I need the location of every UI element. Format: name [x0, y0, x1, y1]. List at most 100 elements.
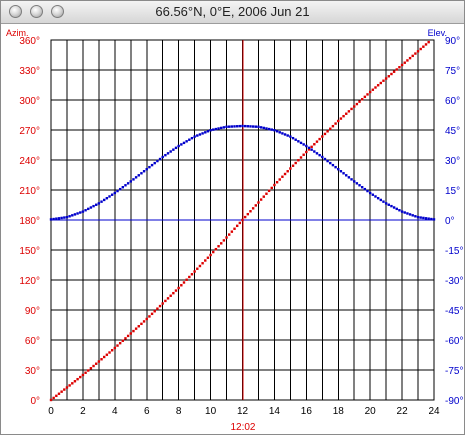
elevation-point [278, 131, 281, 134]
azimuth-point [132, 329, 135, 333]
elevation-point [124, 184, 127, 187]
title-bar[interactable]: 66.56°N, 0°E, 2006 Jun 21 [1, 1, 464, 24]
elevation-point [92, 204, 95, 208]
elevation-point [283, 133, 287, 136]
azimuth-point [387, 75, 390, 78]
elevation-point [222, 126, 226, 129]
elevation-point [416, 216, 420, 219]
elevation-point [392, 206, 396, 209]
elevation-point [275, 130, 279, 133]
elevation-point [177, 144, 180, 148]
azimuth-point [278, 178, 281, 181]
azimuth-point [124, 337, 127, 340]
azimuth-point [95, 362, 98, 365]
elevation-point [241, 124, 244, 128]
elevation-point [142, 170, 146, 173]
azimuth-point [267, 189, 271, 193]
azimuth-point [102, 355, 106, 359]
elevation-point [251, 125, 255, 128]
close-button-icon[interactable] [9, 5, 22, 18]
elevation-point [419, 216, 422, 219]
azimuth-point [273, 183, 276, 187]
azimuth-point [166, 297, 170, 300]
elevation-point [180, 143, 183, 146]
elevation-tick-label: -45° [445, 306, 463, 317]
elevation-point [220, 126, 223, 130]
azimuth-point [60, 390, 63, 393]
azimuth-point [392, 70, 396, 73]
azimuth-point [358, 100, 361, 103]
elevation-point [204, 131, 207, 134]
azimuth-point [241, 218, 244, 222]
azimuth-point [63, 388, 66, 391]
elevation-point [55, 217, 58, 220]
elevation-point [169, 150, 172, 153]
elevation-point [259, 126, 263, 129]
elevation-point [371, 193, 375, 196]
solar-noon-label: 12:02 [230, 422, 255, 433]
azimuth-point [129, 332, 132, 335]
elevation-point [265, 127, 268, 130]
azimuth-point [400, 63, 404, 67]
azimuth-point [235, 224, 239, 228]
elevation-point [326, 159, 329, 163]
elevation-point [150, 163, 154, 167]
elevation-point [137, 174, 140, 177]
elevation-point [228, 125, 231, 128]
azimuth-point [289, 167, 292, 170]
azimuth-point [142, 320, 146, 323]
minimize-button-icon[interactable] [30, 5, 43, 18]
elevation-point [281, 132, 284, 135]
azimuth-point [185, 278, 188, 281]
azimuth-point [302, 153, 305, 156]
elevation-point [95, 203, 98, 206]
elevation-tick-label: -75° [445, 366, 463, 377]
elevation-point [132, 178, 135, 181]
elevation-point [424, 217, 428, 220]
azimuth-point [140, 322, 143, 326]
azimuth-point [270, 186, 273, 190]
elevation-point [164, 153, 167, 157]
azimuth-tick-label: 270° [19, 126, 40, 137]
elevation-point [432, 218, 436, 221]
hour-tick-label: 22 [397, 406, 409, 417]
azimuth-point [249, 210, 252, 213]
azimuth-point [318, 137, 321, 141]
elevation-point [374, 195, 377, 198]
elevation-point [121, 186, 125, 189]
azimuth-point [164, 299, 167, 303]
zoom-button-icon[interactable] [51, 5, 64, 18]
elevation-point [73, 213, 77, 216]
azimuth-point [180, 284, 183, 287]
azimuth-point [177, 286, 180, 290]
azimuth-point [366, 93, 369, 96]
elevation-point [302, 143, 305, 146]
azimuth-tick-label: 150° [19, 246, 40, 257]
azimuth-point [403, 61, 406, 64]
azimuth-point [81, 373, 85, 377]
elevation-point [307, 146, 311, 150]
azimuth-point [363, 95, 367, 99]
azimuth-tick-label: 240° [19, 156, 40, 167]
hour-tick-label: 24 [428, 406, 440, 417]
elevation-point [243, 124, 247, 128]
azimuth-tick-label: 300° [19, 96, 40, 107]
elevation-point [209, 129, 212, 132]
elevation-point [382, 200, 385, 203]
elevation-point [246, 125, 250, 128]
elevation-point [379, 198, 383, 202]
azimuth-point [145, 317, 148, 321]
azimuth-point [334, 122, 337, 125]
azimuth-point [65, 386, 69, 389]
elevation-point [148, 165, 151, 169]
azimuth-point [275, 181, 279, 184]
elevation-point [182, 141, 186, 145]
elevation-point [206, 130, 210, 133]
elevation-point [230, 125, 234, 128]
azimuth-point [286, 170, 289, 173]
elevation-point [81, 210, 85, 213]
elevation-point [126, 182, 130, 185]
azimuth-point [384, 77, 388, 80]
elevation-point [398, 209, 401, 212]
azimuth-point [113, 346, 117, 350]
